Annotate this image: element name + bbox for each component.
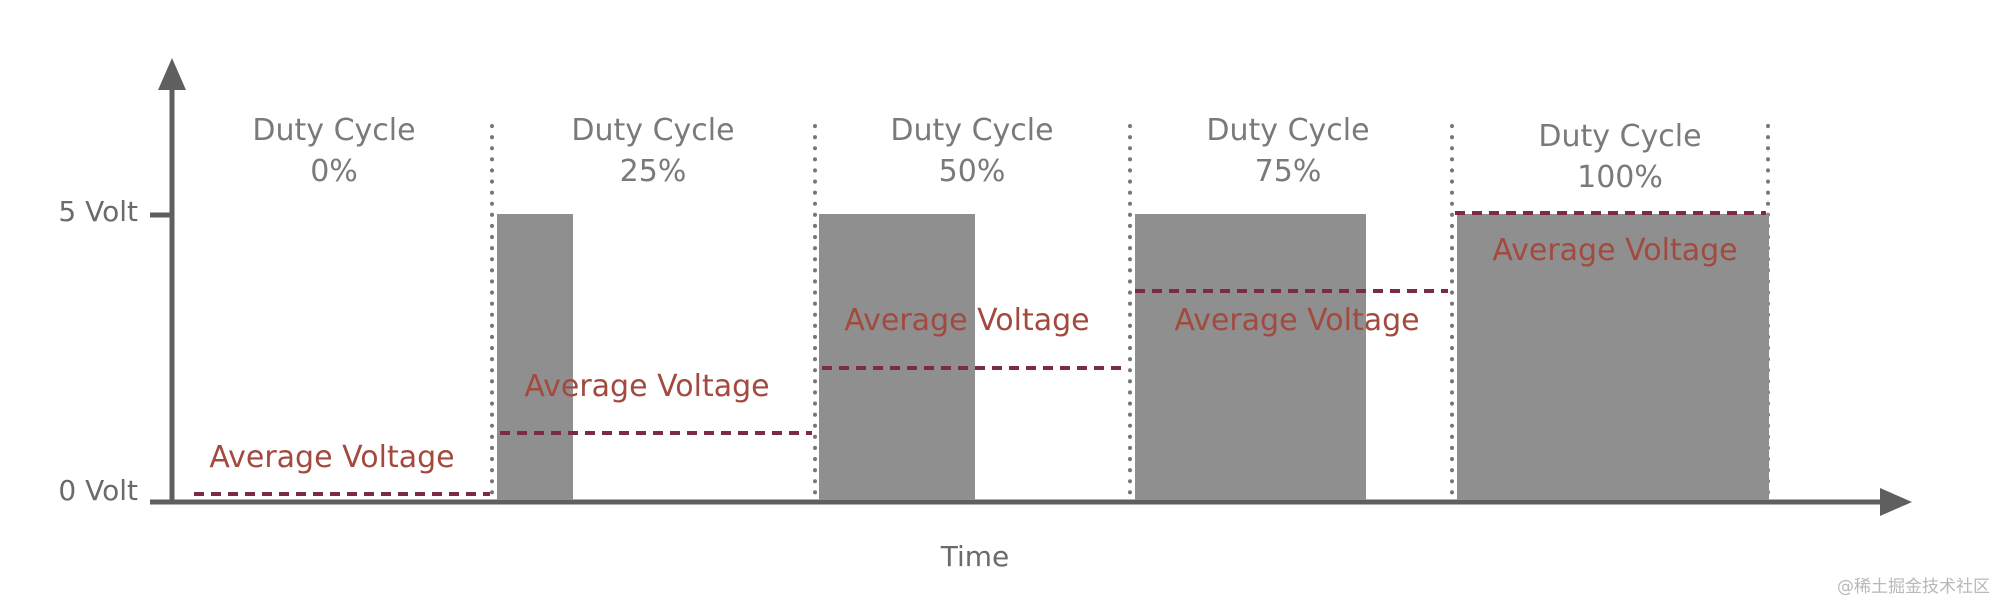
average-voltage-label: Average Voltage: [209, 440, 454, 475]
pulse-bar-25: [497, 214, 573, 500]
duty-cycle-title: Duty Cycle: [1206, 113, 1369, 148]
duty-cycle-segments: Average Voltage Duty Cycle 0% Average Volta…: [194, 113, 1770, 502]
duty-cycle-title: Duty Cycle: [252, 113, 415, 148]
y-label-0-volt: 0 Volt: [58, 474, 138, 507]
pulse-bar-50: [819, 214, 975, 500]
average-voltage-label: Average Voltage: [844, 303, 1089, 338]
y-label-5-volt: 5 Volt: [58, 195, 138, 228]
duty-cycle-title: Duty Cycle: [890, 113, 1053, 148]
average-voltage-label: Average Voltage: [1492, 233, 1737, 268]
x-axis-arrow: [1880, 488, 1912, 516]
duty-cycle-title: Duty Cycle: [1538, 119, 1701, 154]
x-axis-label-time: Time: [940, 540, 1010, 573]
pulse-bar-75: [1135, 214, 1366, 500]
y-axis-arrow: [158, 58, 186, 90]
average-voltage-label: Average Voltage: [1174, 303, 1419, 338]
duty-cycle-value: 25%: [620, 154, 687, 189]
duty-cycle-value: 50%: [939, 154, 1006, 189]
pulse-bar-100: [1457, 214, 1769, 500]
duty-cycle-title: Duty Cycle: [571, 113, 734, 148]
duty-cycle-value: 75%: [1255, 154, 1322, 189]
average-voltage-label: Average Voltage: [524, 369, 769, 404]
duty-cycle-value: 0%: [310, 154, 358, 189]
watermark: @稀土掘金技术社区: [1837, 577, 1990, 597]
duty-cycle-value: 100%: [1577, 160, 1663, 195]
axes: [150, 58, 1912, 516]
